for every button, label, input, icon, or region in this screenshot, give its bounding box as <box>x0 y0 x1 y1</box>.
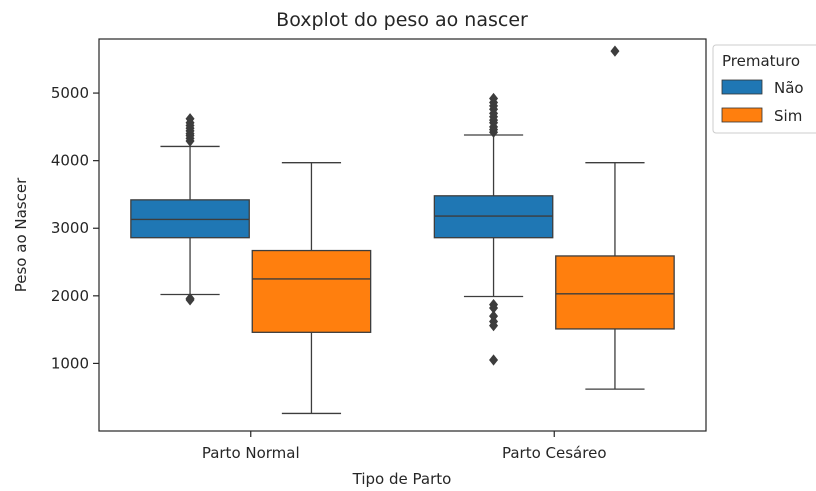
box-iqr <box>555 255 675 330</box>
box-Não-Parto Cesáreo <box>433 92 554 366</box>
x-axis: Parto Normal Parto Cesáreo <box>202 431 607 462</box>
y-axis-label: Peso ao Nascer <box>12 177 30 292</box>
box-iqr <box>433 195 554 239</box>
legend-label-sim: Sim <box>774 107 802 125</box>
box-Sim-Parto Normal <box>251 162 372 415</box>
y-tick-label: 4000 <box>51 152 89 170</box>
y-tick-label: 5000 <box>51 84 89 102</box>
y-tick-label: 2000 <box>51 287 89 305</box>
box-iqr <box>130 199 250 239</box>
legend-swatch-sim <box>721 107 763 123</box>
plot-frame <box>98 38 707 432</box>
plot-area: 1000 2000 3000 4000 5000 Parto Normal Parto C… <box>51 38 707 462</box>
outlier-point <box>185 113 195 125</box>
outlier-point <box>185 294 195 306</box>
x-axis-label: Tipo de Parto <box>352 470 452 488</box>
outlier-point <box>489 92 499 105</box>
box-Não-Parto Normal <box>130 113 250 306</box>
legend-title: Prematuro <box>722 52 800 70</box>
x-tick-label: Parto Cesáreo <box>502 444 607 462</box>
legend: Prematuro Não Sim <box>712 44 816 134</box>
outlier-point <box>489 319 499 332</box>
outlier-point <box>610 45 620 57</box>
y-axis: 1000 2000 3000 4000 5000 <box>51 84 99 372</box>
outlier-point <box>489 354 499 366</box>
x-tick-label: Parto Normal <box>202 444 300 462</box>
y-tick-label: 3000 <box>51 219 89 237</box>
y-tick-label: 1000 <box>51 354 89 372</box>
chart-title: Boxplot do peso ao nascer <box>276 9 528 31</box>
legend-label-nao: Não <box>774 79 804 97</box>
boxes-layer <box>130 45 675 415</box>
box-iqr <box>251 249 372 333</box>
box-Sim-Parto Cesáreo <box>555 45 675 390</box>
legend-swatch-nao <box>721 79 763 95</box>
